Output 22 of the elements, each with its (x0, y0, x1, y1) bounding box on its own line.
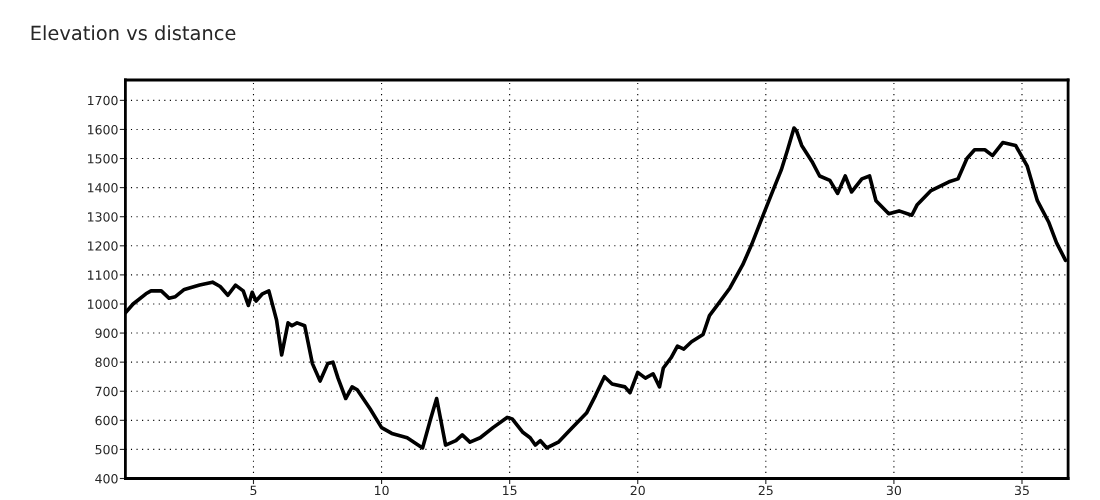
x-tick-label: 30 (886, 485, 902, 496)
x-tick-label: 10 (374, 485, 389, 496)
y-tick-label: 800 (95, 357, 118, 368)
x-tick-label: 15 (503, 485, 517, 496)
x-tick-label: 25 (758, 485, 773, 496)
y-tick-label: 500 (95, 444, 118, 455)
chart-title: Elevation vs distance (31, 25, 236, 41)
x-tick-label: 5 (250, 485, 257, 496)
y-tick-label: 600 (95, 415, 118, 426)
y-tick-label: 1400 (88, 183, 118, 193)
y-tick-label: 1700 (88, 95, 118, 106)
y-tick-label: 900 (95, 328, 118, 338)
x-tick-label: 20 (630, 485, 645, 496)
y-tick-label: 700 (95, 386, 118, 397)
y-tick-label: 1200 (88, 241, 118, 251)
y-tick-label: 1000 (88, 299, 118, 309)
x-tick-label: 35 (1014, 485, 1029, 496)
y-tick-label: 1300 (88, 212, 118, 222)
y-tick-label: 1500 (88, 154, 118, 164)
y-tick-label: 1600 (88, 124, 118, 135)
y-tick-label: 1100 (88, 270, 118, 280)
y-tick-label: 400 (95, 473, 118, 484)
